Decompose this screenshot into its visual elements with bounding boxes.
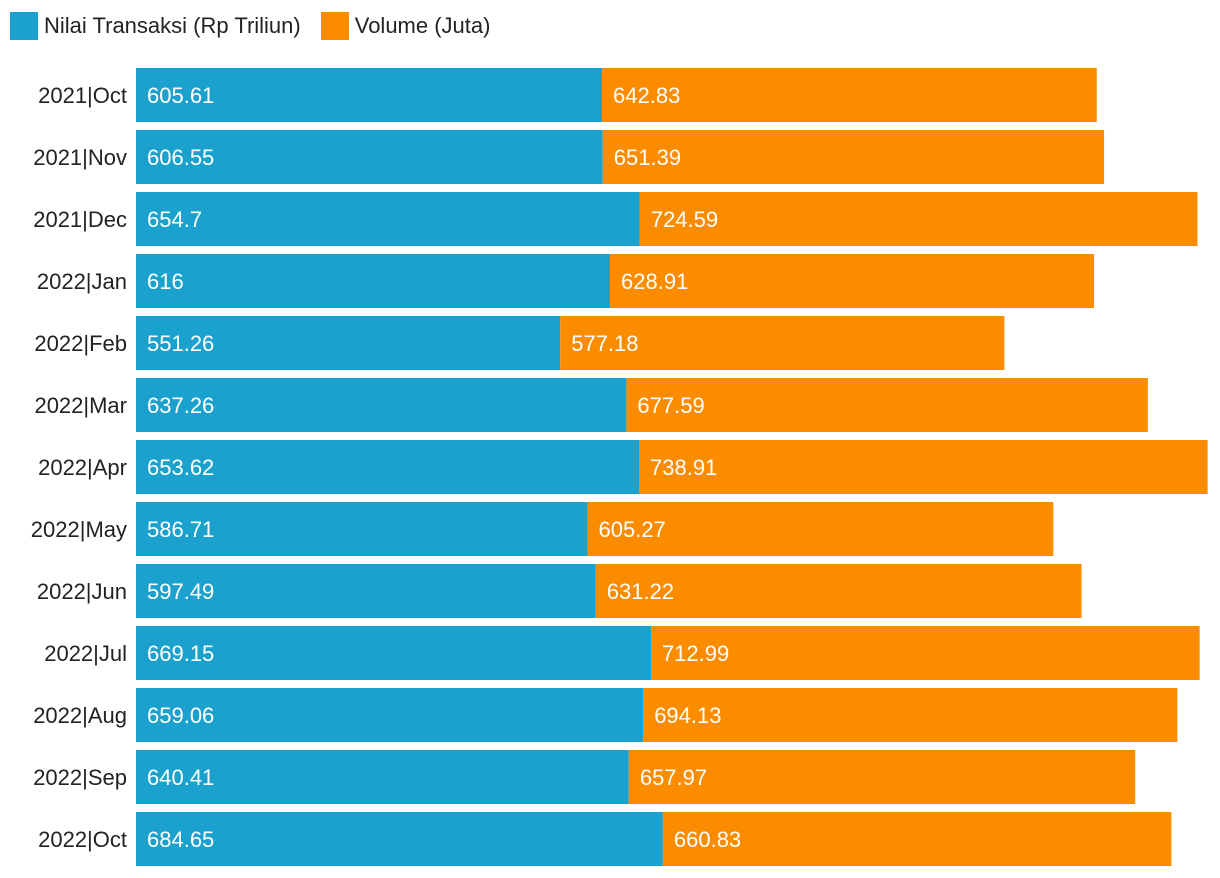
bar-volume-2022-aug — [643, 688, 1178, 742]
bar-nilai-2022-may — [136, 502, 588, 556]
data-label-volume-2022-apr: 738.91 — [650, 455, 717, 480]
bar-nilai-2021-oct — [136, 68, 603, 122]
category-label-2021-oct: 2021|Oct — [38, 83, 127, 108]
category-label-2022-mar: 2022|Mar — [34, 393, 127, 418]
data-label-nilai-2022-may: 586.71 — [147, 517, 214, 542]
data-label-volume-2021-nov: 651.39 — [614, 145, 681, 170]
bar-volume-2022-feb — [560, 316, 1005, 370]
bar-volume-2022-sep — [628, 750, 1136, 804]
data-label-volume-2022-oct: 660.83 — [674, 827, 741, 852]
bar-volume-2022-jun — [595, 564, 1082, 618]
data-label-volume-2022-jun: 631.22 — [607, 579, 674, 604]
data-label-nilai-2021-oct: 605.61 — [147, 83, 214, 108]
bar-nilai-2022-sep — [136, 750, 629, 804]
category-label-2022-may: 2022|May — [31, 517, 127, 542]
category-label-2022-aug: 2022|Aug — [33, 703, 127, 728]
bar-nilai-2022-mar — [136, 378, 627, 432]
category-label-2021-dec: 2021|Dec — [33, 207, 127, 232]
bar-volume-2022-apr — [639, 440, 1208, 494]
data-label-nilai-2022-jun: 597.49 — [147, 579, 214, 604]
data-label-nilai-2022-feb: 551.26 — [147, 331, 214, 356]
data-label-volume-2022-sep: 657.97 — [640, 765, 707, 790]
bar-nilai-2022-apr — [136, 440, 640, 494]
bar-volume-2022-may — [587, 502, 1054, 556]
legend-label-volume: Volume (Juta) — [354, 13, 491, 38]
bar-volume-2021-nov — [602, 130, 1105, 184]
category-label-2022-sep: 2022|Sep — [33, 765, 127, 790]
bar-nilai-2021-nov — [136, 130, 603, 184]
data-label-nilai-2022-apr: 653.62 — [147, 455, 214, 480]
bar-nilai-2022-aug — [136, 688, 644, 742]
bar-volume-2022-oct — [662, 812, 1172, 866]
bar-volume-2021-oct — [602, 68, 1097, 122]
data-label-nilai-2022-mar: 637.26 — [147, 393, 214, 418]
category-label-2022-jul: 2022|Jul — [44, 641, 127, 666]
data-label-volume-2022-feb: 577.18 — [571, 331, 638, 356]
legend-label-nilai: Nilai Transaksi (Rp Triliun) — [44, 13, 301, 38]
data-label-volume-2021-dec: 724.59 — [651, 207, 718, 232]
bar-nilai-2022-oct — [136, 812, 663, 866]
bar-nilai-2022-jul — [136, 626, 651, 680]
data-label-volume-2022-jul: 712.99 — [662, 641, 729, 666]
data-label-nilai-2022-jan: 616 — [147, 269, 184, 294]
category-label-2022-oct: 2022|Oct — [38, 827, 127, 852]
bar-nilai-2021-dec — [136, 192, 640, 246]
bar-nilai-2022-feb — [136, 316, 561, 370]
bar-volume-2022-jan — [610, 254, 1095, 308]
category-label-2021-nov: 2021|Nov — [33, 145, 127, 170]
data-label-nilai-2021-dec: 654.7 — [147, 207, 202, 232]
data-label-volume-2022-aug: 694.13 — [654, 703, 721, 728]
legend-item-nilai: Nilai Transaksi (Rp Triliun) — [10, 12, 301, 40]
data-label-nilai-2022-aug: 659.06 — [147, 703, 214, 728]
data-label-nilai-2022-oct: 684.65 — [147, 827, 214, 852]
data-label-nilai-2021-nov: 606.55 — [147, 145, 214, 170]
legend-swatch-volume — [320, 12, 349, 40]
bar-nilai-2022-jan — [136, 254, 611, 308]
data-label-nilai-2022-sep: 640.41 — [147, 765, 214, 790]
data-label-volume-2021-oct: 642.83 — [613, 83, 680, 108]
bar-volume-2021-dec — [639, 192, 1198, 246]
bar-volume-2022-jul — [650, 626, 1200, 680]
category-label-2022-apr: 2022|Apr — [38, 455, 127, 480]
data-label-volume-2022-may: 605.27 — [599, 517, 666, 542]
legend-swatch-nilai — [10, 12, 38, 40]
category-label-2022-jan: 2022|Jan — [37, 269, 127, 294]
category-label-2022-jun: 2022|Jun — [37, 579, 127, 604]
bar-volume-2022-mar — [626, 378, 1148, 432]
data-label-nilai-2022-jul: 669.15 — [147, 641, 214, 666]
bar-nilai-2022-jun — [136, 564, 596, 618]
data-label-volume-2022-jan: 628.91 — [621, 269, 688, 294]
legend-item-volume: Volume (Juta) — [320, 12, 491, 40]
category-label-2022-feb: 2022|Feb — [34, 331, 127, 356]
legend: Nilai Transaksi (Rp Triliun) Volume (Jut… — [10, 12, 510, 40]
data-label-volume-2022-mar: 677.59 — [637, 393, 704, 418]
